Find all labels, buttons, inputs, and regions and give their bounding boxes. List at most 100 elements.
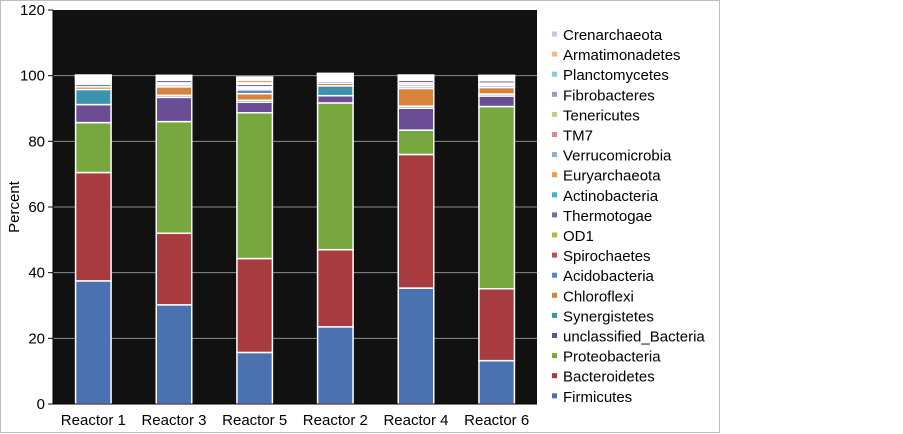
x-axis-ticks: Reactor 1 Reactor 3 Reactor 5 Reactor 2 Reac… <box>61 412 529 429</box>
legend-swatch <box>552 312 557 318</box>
legend-label: OD1 <box>563 228 594 245</box>
legend-item: Euryarchaeota <box>552 168 661 185</box>
legend-swatch <box>552 393 557 399</box>
legend-label: Armatimonadetes <box>563 47 681 64</box>
legend: Crenarchaeota Armatimonadetes Planctomycet… <box>552 27 705 406</box>
legend-swatch <box>552 132 557 137</box>
legend-item: Fibrobacteres <box>552 87 655 104</box>
bar-stack <box>478 74 516 405</box>
plot-area <box>52 10 537 405</box>
y-tick-label: 40 <box>28 265 45 282</box>
bar-stack <box>155 74 193 405</box>
legend-item: Armatimonadetes <box>552 47 681 64</box>
legend-item: TM7 <box>552 128 593 145</box>
legend-label: Spirochaetes <box>563 248 651 265</box>
bar-segment <box>397 153 435 289</box>
legend-label: Proteobacteria <box>563 349 661 366</box>
legend-swatch <box>552 71 557 77</box>
x-tick-label: Reactor 4 <box>383 412 448 429</box>
legend-item: OD1 <box>552 228 594 245</box>
x-tick-label: Reactor 1 <box>61 412 126 429</box>
legend-item: Synergistetes <box>552 308 654 325</box>
legend-label: Verrucomicrobia <box>563 148 672 165</box>
y-axis-title: Percent <box>6 180 23 233</box>
legend-item: Bacteroidetes <box>552 369 655 386</box>
legend-swatch <box>552 192 557 198</box>
bar-segment <box>74 121 112 174</box>
legend-label: Actinobacteria <box>563 188 659 205</box>
bar-segment <box>74 88 112 106</box>
legend-swatch <box>552 111 557 117</box>
legend-label: Tenericutes <box>563 107 640 124</box>
bar-stack <box>397 74 435 405</box>
bar-segment <box>316 326 354 405</box>
bar-segment <box>74 103 112 124</box>
x-tick-label: Reactor 6 <box>464 412 529 429</box>
legend-label: Acidobacteria <box>563 268 655 285</box>
y-tick-label: 80 <box>28 133 45 150</box>
bar-segment <box>155 232 193 306</box>
legend-label: Chloroflexi <box>563 288 634 305</box>
legend-label: Crenarchaeota <box>563 27 663 44</box>
legend-item: Chloroflexi <box>552 288 634 305</box>
legend-item: Verrucomicrobia <box>552 148 672 165</box>
legend-swatch <box>552 373 557 379</box>
legend-swatch <box>552 172 557 178</box>
bar-segment <box>236 112 274 260</box>
bar-segment <box>236 92 274 102</box>
bar-segment <box>155 120 193 235</box>
legend-label: unclassified_Bacteria <box>563 329 705 346</box>
bars <box>74 72 516 405</box>
legend-label: TM7 <box>563 128 593 145</box>
legend-item: Acidobacteria <box>552 268 655 285</box>
legend-swatch <box>552 252 557 258</box>
legend-label: Bacteroidetes <box>563 369 655 386</box>
x-tick-label: Reactor 5 <box>222 412 287 429</box>
bar-segment <box>397 287 435 405</box>
x-tick-label: Reactor 3 <box>141 412 206 429</box>
legend-item: Planctomycetes <box>552 67 669 84</box>
legend-swatch <box>552 353 557 359</box>
bar-stack <box>316 72 354 405</box>
legend-label: Fibrobacteres <box>563 87 655 104</box>
legend-swatch <box>552 31 557 37</box>
bar-segment <box>478 359 516 405</box>
bar-segment <box>316 102 354 251</box>
y-tick-label: 120 <box>20 2 45 19</box>
bar-segment <box>478 288 516 362</box>
legend-label: Firmicutes <box>563 389 632 406</box>
bar-segment <box>155 304 193 405</box>
bar-segment <box>478 95 516 108</box>
legend-swatch <box>552 292 557 298</box>
bar-stack <box>236 76 274 405</box>
legend-swatch <box>552 212 557 218</box>
legend-label: Synergistetes <box>563 308 654 325</box>
legend-item: Proteobacteria <box>552 349 661 366</box>
bar-segment <box>316 85 354 97</box>
bar-segment <box>74 171 112 282</box>
bar-segment <box>397 129 435 156</box>
bar-segment <box>478 86 516 95</box>
y-tick-label: 100 <box>20 68 45 85</box>
y-tick-label: 60 <box>28 199 45 216</box>
legend-item: Crenarchaeota <box>552 27 663 44</box>
legend-item: Firmicutes <box>552 389 632 406</box>
bar-segment <box>397 107 435 131</box>
gridlines <box>53 75 537 339</box>
legend-swatch <box>552 272 557 278</box>
legend-item: Thermotogae <box>552 208 652 225</box>
bar-segment <box>316 94 354 104</box>
bar-segment <box>236 101 274 114</box>
bar-segment <box>316 248 354 328</box>
y-tick-label: 20 <box>28 330 45 347</box>
legend-swatch <box>552 91 557 97</box>
bar-segment <box>236 257 274 354</box>
bar-segment <box>478 105 516 290</box>
legend-label: Euryarchaeota <box>563 168 661 185</box>
y-axis-ticks: 0 20 40 60 80 100 120 <box>20 2 53 413</box>
bar-segment <box>155 96 193 123</box>
legend-swatch <box>552 232 557 238</box>
bar-stack <box>74 74 112 405</box>
legend-item: Actinobacteria <box>552 188 659 205</box>
